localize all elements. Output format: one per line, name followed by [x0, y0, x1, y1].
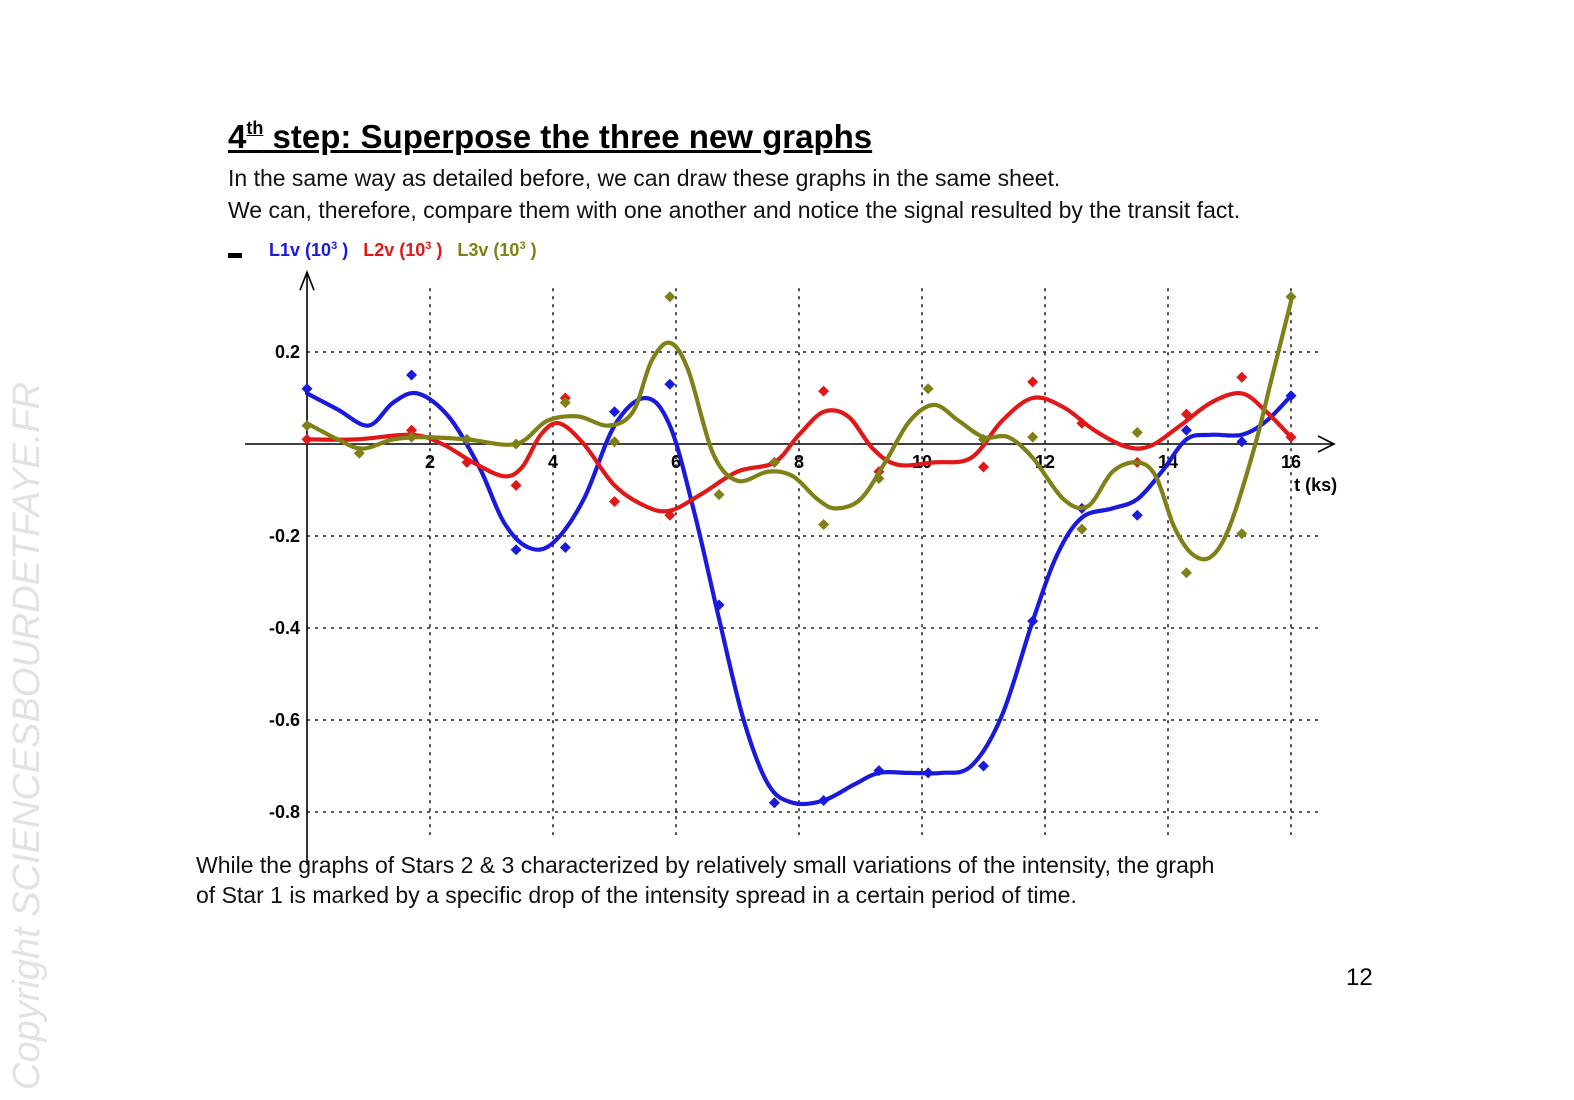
- data-point-l1v-4: [609, 406, 620, 418]
- x-tick-label-8: 8: [794, 452, 804, 472]
- x-tick-label-4: 4: [548, 452, 558, 472]
- data-point-l3v-18: [1236, 528, 1248, 540]
- x-tick-label-2: 2: [425, 452, 435, 472]
- y-tick-label: -0.8: [269, 802, 300, 822]
- caption-line-2: of Star 1 is marked by a specific drop o…: [196, 882, 1077, 908]
- intro-line-1: In the same way as detailed before, we c…: [228, 165, 1061, 191]
- data-point-l3v-8: [713, 489, 725, 501]
- legend-l3v-exponent: 3: [519, 240, 526, 252]
- heading-text: step: Superpose the three new graphs: [263, 118, 873, 155]
- data-point-l3v-19: [1285, 291, 1297, 303]
- y-tick-label: -0.6: [269, 710, 300, 730]
- caption-line-1: While the graphs of Stars 2 & 3 characte…: [196, 852, 1215, 878]
- data-point-l3v-4: [510, 438, 522, 450]
- data-point-l1v-7: [768, 797, 780, 809]
- intro-text: In the same way as detailed before, we c…: [228, 162, 1240, 226]
- intro-line-2: We can, therefore, compare them with one…: [228, 197, 1241, 223]
- data-point-l3v-15: [1076, 523, 1088, 535]
- data-point-l3v-0: [301, 420, 313, 432]
- data-point-l1v-17: [1285, 390, 1297, 402]
- data-point-l2v-1: [406, 424, 418, 436]
- data-point-l1v-16: [1236, 436, 1248, 448]
- data-point-l3v-16: [1131, 427, 1143, 438]
- data-point-l2v-0: [301, 433, 313, 445]
- data-point-l3v-17: [1180, 567, 1192, 579]
- data-point-l3v-11: [873, 473, 885, 484]
- y-tick-label: 0.2: [275, 342, 300, 362]
- series-line-l2v: [304, 391, 1294, 514]
- data-point-l2v-10: [978, 461, 989, 473]
- data-point-l2v-2: [461, 456, 473, 468]
- data-point-l2v-14: [1180, 408, 1192, 420]
- legend-item-l2v: L2v (103 ): [363, 240, 442, 260]
- y-axis-arrow-icon: [299, 269, 315, 291]
- slide-heading: 4th step: Superpose the three new graphs: [228, 118, 872, 156]
- data-point-l3v-9: [768, 456, 780, 468]
- legend-l1v-label: L1v (10: [269, 240, 332, 260]
- legend-l2v-exponent: 3: [425, 240, 432, 252]
- legend-l3v-suffix: ): [525, 240, 537, 260]
- data-point-l1v-12: [1027, 615, 1039, 627]
- heading-prefix: 4: [228, 118, 247, 155]
- data-point-l1v-8: [818, 795, 830, 806]
- data-point-l1v-14: [1131, 509, 1143, 521]
- data-point-l3v-7: [664, 291, 676, 303]
- data-point-l1v-2: [510, 544, 522, 556]
- data-point-l3v-1: [353, 447, 365, 459]
- data-point-l1v-10: [922, 767, 934, 779]
- data-point-l1v-15: [1180, 424, 1192, 436]
- data-point-l2v-15: [1236, 371, 1248, 383]
- data-point-l1v-11: [978, 760, 989, 772]
- data-point-l3v-6: [609, 436, 620, 448]
- data-point-l2v-8: [818, 385, 830, 397]
- data-point-l3v-12: [922, 383, 934, 395]
- series-line-l3v: [304, 299, 1294, 562]
- data-point-l3v-3: [461, 433, 473, 445]
- heading-superscript: th: [246, 118, 264, 138]
- legend-l1v-suffix: ): [337, 240, 349, 260]
- y-tick-label: -0.4: [269, 618, 300, 638]
- data-point-l2v-11: [1027, 376, 1039, 388]
- caption-text: While the graphs of Stars 2 & 3 characte…: [196, 850, 1214, 910]
- legend-l1v-exponent: 3: [331, 240, 338, 252]
- series-line-l1v: [304, 390, 1294, 807]
- legend-l2v-suffix: ): [431, 240, 443, 260]
- page-number: 12: [1346, 964, 1373, 991]
- x-axis-label: t (ks): [1294, 475, 1337, 495]
- chart-legend: L1v (103 ) L2v (103 ) L3v (103 ): [228, 240, 547, 266]
- data-point-l1v-5: [664, 378, 676, 390]
- data-point-l2v-16: [1285, 431, 1297, 443]
- data-point-l1v-1: [406, 369, 418, 381]
- data-point-l3v-14: [1027, 431, 1039, 443]
- legend-item-l3v: L3v (103 ): [457, 240, 536, 260]
- y-tick-label: -0.2: [269, 526, 300, 546]
- data-point-l2v-5: [609, 496, 620, 507]
- data-point-l3v-5: [559, 397, 571, 409]
- data-point-l1v-6: [713, 599, 725, 611]
- data-point-l3v-13: [978, 433, 989, 445]
- data-point-l1v-3: [559, 542, 571, 553]
- data-point-l2v-12: [1076, 417, 1088, 429]
- legend-item-l1v: L1v (103 ): [269, 240, 348, 260]
- data-point-l1v-9: [873, 765, 885, 777]
- legend-dash-icon: [228, 252, 242, 258]
- x-axis-arrow-icon: [1317, 435, 1336, 453]
- data-point-l2v-6: [664, 509, 676, 521]
- x-tick-label-16: 16: [1281, 452, 1301, 472]
- data-point-l3v-2: [406, 431, 418, 443]
- legend-l2v-label: L2v (10: [363, 240, 426, 260]
- x-tick-label-6: 6: [671, 452, 681, 472]
- data-point-l1v-0: [301, 383, 313, 395]
- legend-l3v-label: L3v (10: [457, 240, 520, 260]
- data-point-l3v-10: [818, 519, 830, 530]
- data-point-l2v-3: [510, 479, 522, 491]
